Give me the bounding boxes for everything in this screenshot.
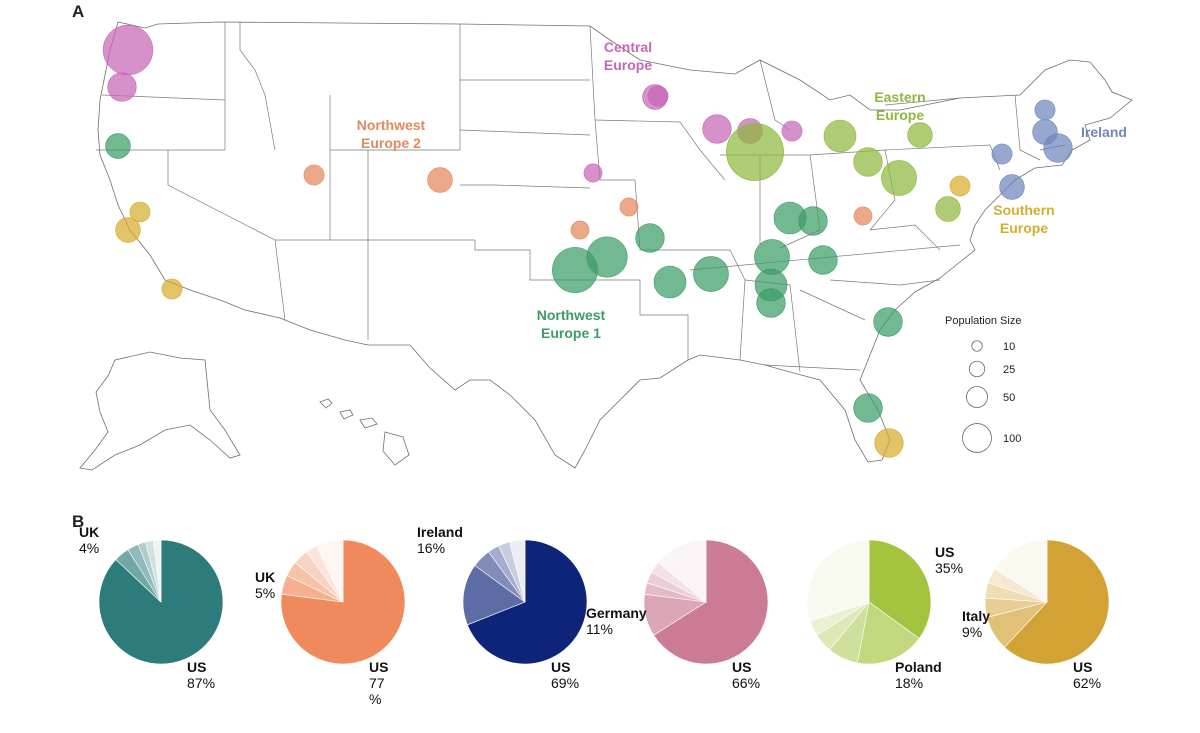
population-size-legend: Population Size 10 25 50 100 bbox=[945, 315, 1021, 453]
population-marker-central bbox=[102, 24, 154, 76]
population-marker-ireland bbox=[991, 143, 1013, 165]
legend-circle-25 bbox=[968, 360, 986, 378]
population-marker-central bbox=[702, 114, 732, 144]
population-marker-nw2 bbox=[570, 220, 590, 240]
markers-layer bbox=[102, 24, 1073, 458]
population-marker-ireland bbox=[1034, 99, 1056, 121]
pie-label: Germany 11% bbox=[586, 605, 647, 637]
population-marker-central bbox=[583, 163, 603, 183]
pie-slice bbox=[657, 539, 707, 603]
region-labels: Central Europe Eastern Europe Ireland Northwe… bbox=[357, 39, 1127, 341]
population-marker-eastern bbox=[823, 119, 857, 153]
pie-chart-nw1: UK 4% US 87% bbox=[79, 524, 224, 691]
pie-label: US 69% bbox=[551, 659, 579, 691]
population-marker-southern bbox=[129, 201, 151, 223]
pie-slice bbox=[806, 539, 870, 622]
pie-chart-nw2: UK 5% US 77% bbox=[255, 539, 406, 707]
population-marker-nw2 bbox=[853, 206, 873, 226]
pie-label: US 35% bbox=[935, 544, 963, 576]
population-marker-nw2 bbox=[427, 167, 453, 193]
pie-label: US 66% bbox=[732, 659, 760, 691]
legend-circle-10 bbox=[971, 340, 983, 352]
legend-label-10: 10 bbox=[1003, 341, 1015, 353]
pie-label: US 62% bbox=[1073, 659, 1101, 691]
population-marker-ireland bbox=[999, 174, 1025, 200]
pie-slice bbox=[316, 539, 344, 603]
pie-chart-eastern: US 35% Poland 18% bbox=[806, 539, 963, 691]
legend-title: Population Size bbox=[945, 315, 1021, 327]
region-label-nw1: Northwest Europe 1 bbox=[537, 307, 606, 341]
legend-circle-50 bbox=[966, 386, 988, 408]
pie-slice bbox=[868, 539, 932, 639]
population-marker-southern bbox=[161, 278, 183, 300]
region-label-nw2: Northwest Europe 2 bbox=[357, 117, 426, 151]
pie-label: Poland 18% bbox=[895, 659, 942, 691]
population-marker-nw2 bbox=[619, 197, 639, 217]
population-marker-ireland bbox=[1043, 133, 1073, 163]
pie-slice bbox=[857, 601, 920, 665]
population-marker-central bbox=[647, 85, 669, 107]
pie-slice bbox=[509, 539, 526, 603]
legend-label-100: 100 bbox=[1003, 433, 1021, 445]
hawaii-outline bbox=[319, 398, 410, 466]
population-marker-nw1 bbox=[693, 256, 729, 292]
legend-label-25: 25 bbox=[1003, 364, 1015, 376]
pie-label: UK 4% bbox=[79, 524, 99, 556]
pie-label: Ireland 16% bbox=[417, 524, 463, 556]
population-marker-nw1 bbox=[653, 265, 687, 299]
panel-a-letter: A bbox=[72, 2, 85, 21]
pie-slice bbox=[462, 565, 526, 626]
population-marker-eastern bbox=[853, 147, 883, 177]
pie-slice bbox=[653, 539, 769, 665]
population-marker-nw1 bbox=[808, 245, 838, 275]
population-marker-nw1 bbox=[635, 223, 665, 253]
population-marker-nw1 bbox=[798, 206, 828, 236]
population-marker-nw1 bbox=[873, 307, 903, 337]
population-marker-nw1 bbox=[853, 393, 883, 423]
pie-label: US 87% bbox=[187, 659, 215, 691]
legend-circle-100 bbox=[962, 423, 992, 453]
population-marker-eastern bbox=[881, 160, 917, 196]
pie-chart-central: Germany 11% US 66% bbox=[586, 539, 769, 691]
region-label-central: Central Europe bbox=[604, 39, 652, 73]
population-marker-nw1 bbox=[105, 133, 131, 159]
pie-slice bbox=[152, 539, 162, 603]
population-marker-southern bbox=[874, 428, 904, 458]
pie-charts: UK 4% US 87% UK 5% US 77 % Ireland 16% US 69%Germany… bbox=[79, 524, 1110, 707]
region-label-southern: Southern Europe bbox=[993, 202, 1054, 236]
pie-slice bbox=[994, 539, 1048, 603]
region-label-eastern: Eastern Europe bbox=[874, 89, 925, 123]
population-marker-nw2 bbox=[303, 164, 325, 186]
pie-slice bbox=[1004, 539, 1110, 665]
population-marker-southern bbox=[115, 217, 141, 243]
population-marker-nw1 bbox=[756, 288, 786, 318]
pie-chart-southern: Italy 9% US 62% bbox=[962, 539, 1110, 691]
pie-chart-ireland: Ireland 16% US 69% bbox=[417, 524, 588, 691]
population-marker-eastern bbox=[726, 123, 784, 181]
pie-label: US 77% bbox=[369, 659, 388, 707]
region-label-ireland: Ireland bbox=[1081, 124, 1127, 140]
population-marker-central bbox=[107, 72, 137, 102]
alaska-outline bbox=[79, 351, 241, 471]
population-marker-southern bbox=[949, 175, 971, 197]
population-marker-eastern bbox=[907, 122, 933, 148]
population-marker-nw1 bbox=[586, 236, 628, 278]
pie-label: UK 5% bbox=[255, 569, 275, 601]
panel-b-letter: B bbox=[72, 512, 85, 531]
population-marker-eastern bbox=[935, 196, 961, 222]
pie-label: Italy 9% bbox=[962, 608, 990, 640]
pie-slice bbox=[466, 539, 588, 665]
population-marker-central bbox=[781, 120, 803, 142]
state-borders bbox=[96, 22, 1066, 373]
legend-label-50: 50 bbox=[1003, 392, 1015, 404]
